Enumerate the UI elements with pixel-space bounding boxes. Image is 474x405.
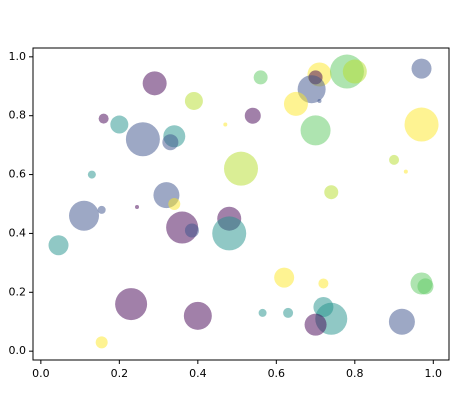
scatter-point [300,115,331,146]
scatter-point [388,308,415,335]
scatter-point [168,198,181,210]
scatter-point [244,107,261,124]
scatter-point [184,223,199,238]
scatter-point [212,216,247,251]
x-tick-label: 0.2 [111,367,129,380]
scatter-point [87,170,96,179]
scatter-point [317,98,322,103]
scatter-point [403,169,408,174]
scatter-point [324,185,339,200]
scatter-point [142,71,167,96]
scatter-point [411,58,432,79]
scatter-point [342,59,367,84]
scatter-point [125,122,160,157]
scatter-point [318,278,329,289]
scatter-point [283,91,308,116]
x-tick-label: 0.8 [346,367,364,380]
scatter-point [48,235,69,256]
x-tick-label: 1.0 [425,367,443,380]
y-tick-label: 1.0 [9,50,27,63]
scatter-point [253,70,268,85]
x-tick-label: 0.4 [189,367,207,380]
x-tick-label: 0.0 [32,367,50,380]
scatter-point [224,151,258,186]
scatter-point [223,122,228,127]
scatter-point [274,267,295,288]
scatter-point [404,107,439,142]
y-tick-label: 0.2 [9,285,27,298]
scatter-point [304,313,327,336]
scatter-point [95,336,108,349]
y-tick-label: 0.4 [9,226,27,239]
y-tick-label: 0.0 [9,344,27,357]
scatter-point [183,301,212,330]
scatter-point [69,200,100,231]
scatter-point [135,204,139,209]
scatter-point [110,115,129,134]
scatter-point [417,278,434,295]
scatter-point [162,134,179,151]
scatter-point [115,288,148,321]
scatter-point [98,113,109,124]
scatter-point [283,307,294,318]
scatter-point [97,205,106,214]
axes-frame [32,47,450,361]
y-tick-label: 0.8 [9,109,27,122]
scatter-point [389,154,400,165]
scatter-point [258,308,267,317]
y-tick-label: 0.6 [9,168,27,181]
scatter-point [184,91,203,110]
x-tick-label: 0.6 [268,367,286,380]
